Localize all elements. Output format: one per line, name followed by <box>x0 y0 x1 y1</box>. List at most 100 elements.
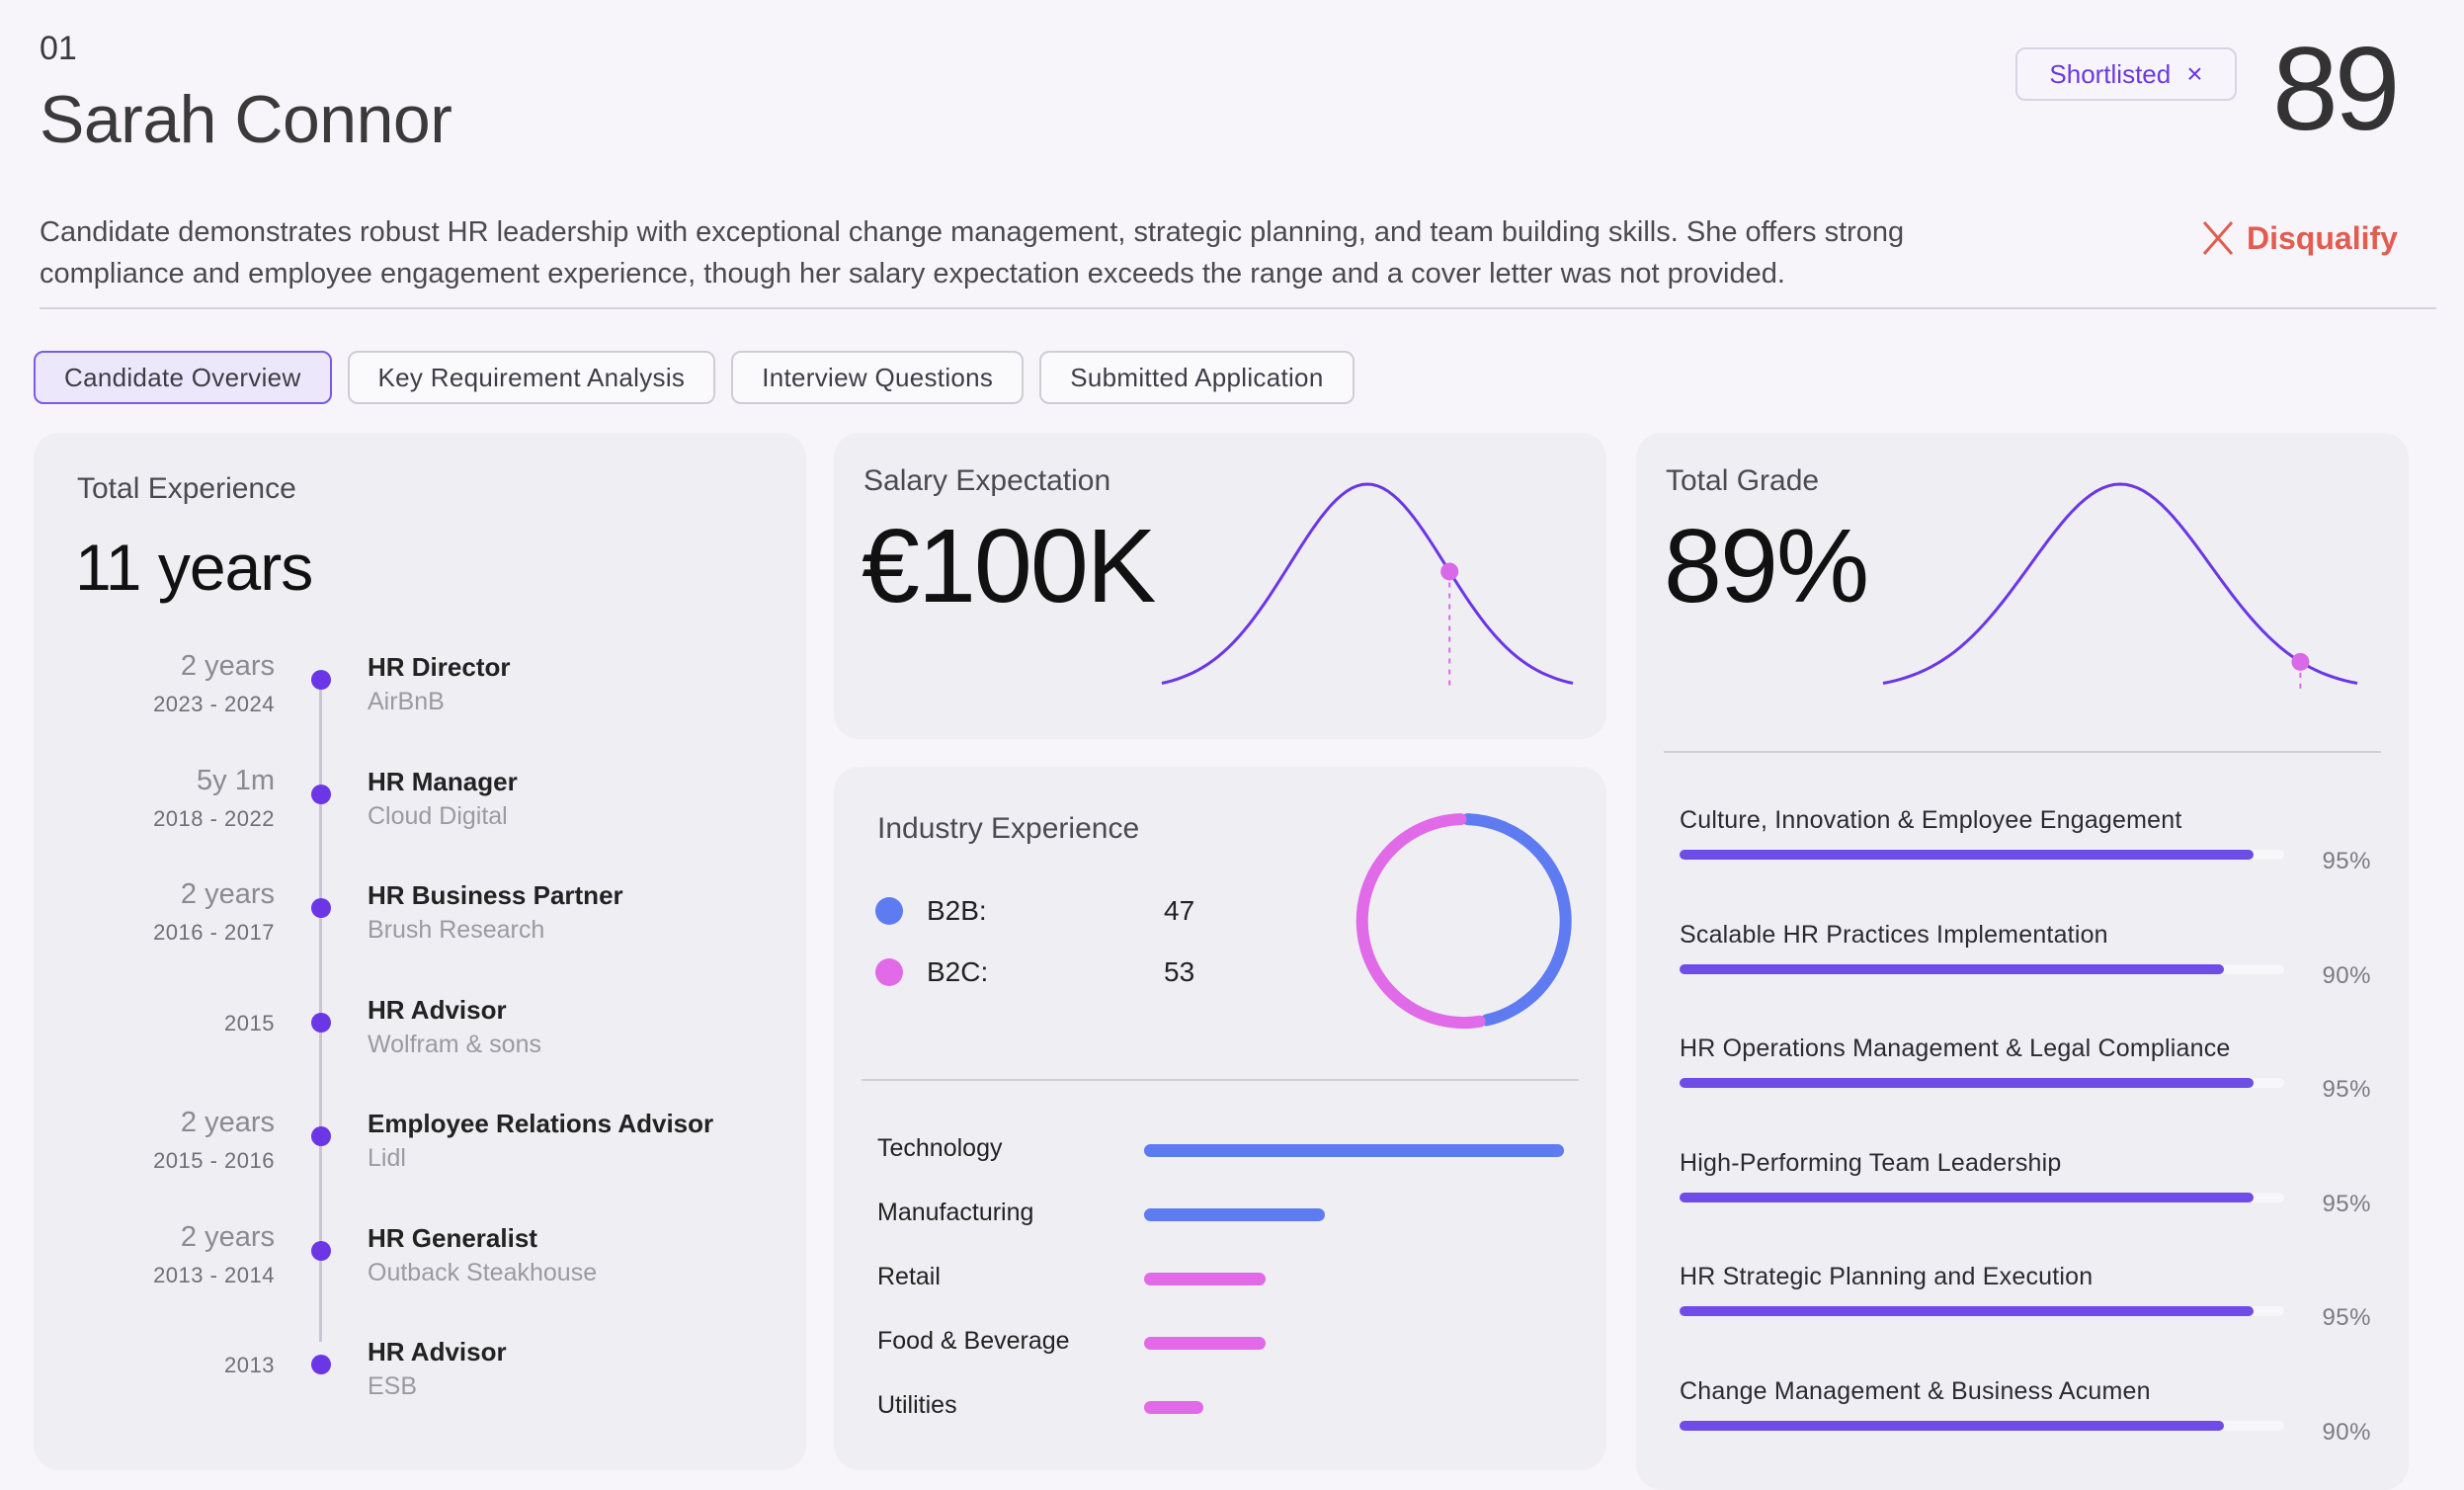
distribution-curve-line <box>1882 482 2358 685</box>
industry-title: Industry Experience <box>877 812 1140 845</box>
industry-bar-row: Manufacturing <box>877 1195 1569 1234</box>
timeline-item: 2 years 2013 - 2014 HR Generalist Outback S… <box>34 1221 806 1300</box>
candidate-summary: Candidate demonstrates robust HR leaders… <box>40 216 1905 290</box>
grade-criterion: High-Performing Team Leadership 95% <box>1680 1149 2371 1228</box>
timeline-years: 2013 - 2014 <box>153 1262 275 1287</box>
grade-card: Total Grade 89% Culture, Innovation & Em… <box>1636 433 2409 1490</box>
criterion-fill <box>1680 963 2224 974</box>
legend-b2c: B2C: 53 <box>875 956 1194 988</box>
industry-card: Industry Experience B2B: 47 B2C: 53 Tech… <box>834 767 1606 1470</box>
grade-criterion: HR Operations Management & Legal Complia… <box>1680 1035 2371 1114</box>
timeline-duration: 2 years <box>180 1107 275 1138</box>
industry-bar-label: Retail <box>877 1263 941 1290</box>
criterion-label: Scalable HR Practices Implementation <box>1680 920 2108 949</box>
tab-interview-questions[interactable]: Interview Questions <box>731 351 1025 404</box>
industry-donut-chart <box>1355 813 1572 1030</box>
industry-bar-row: Retail <box>877 1259 1569 1298</box>
industry-bar-fill <box>1144 1208 1325 1221</box>
timeline-company: Outback Steakhouse <box>368 1258 598 1286</box>
criterion-fill <box>1680 1420 2224 1431</box>
criterion-percent: 95% <box>2322 848 2371 874</box>
donut-segment-b2b <box>1461 813 1572 1027</box>
remove-status-icon[interactable]: × <box>2186 58 2203 89</box>
timeline-company: Cloud Digital <box>368 801 508 830</box>
tab-candidate-overview[interactable]: Candidate Overview <box>34 351 332 404</box>
tab-submitted-application[interactable]: Submitted Application <box>1039 351 1355 404</box>
industry-bar-fill <box>1144 1144 1564 1157</box>
timeline-role: HR Manager <box>368 766 518 796</box>
marker-dot <box>1440 562 1459 581</box>
industry-bar-label: Technology <box>877 1134 1003 1162</box>
timeline-company: Wolfram & sons <box>368 1030 541 1058</box>
candidate-number: 01 <box>40 30 77 67</box>
b2b-label: B2B: <box>927 895 987 926</box>
salary-card: Salary Expectation €100K <box>834 433 1606 739</box>
timeline-item: 2 years 2023 - 2024 HR Director AirBnB <box>34 650 806 729</box>
criterion-fill <box>1680 1306 2254 1316</box>
timeline-dot <box>311 1126 331 1146</box>
grade-title: Total Grade <box>1666 464 1820 497</box>
industry-bar-row: Utilities <box>877 1387 1569 1427</box>
criterion-label: Culture, Innovation & Employee Engagemen… <box>1680 806 2182 834</box>
distribution-curve-line <box>1161 482 1574 685</box>
timeline-company: AirBnB <box>368 688 445 715</box>
tab-key-requirement-analysis[interactable]: Key Requirement Analysis <box>347 351 716 404</box>
industry-bar-label: Food & Beverage <box>877 1327 1070 1355</box>
status-label: Shortlisted <box>2049 58 2172 89</box>
criterion-track <box>1680 1306 2284 1316</box>
criterion-track <box>1680 963 2284 974</box>
criterion-track <box>1680 1420 2284 1431</box>
header-divider <box>40 307 2436 309</box>
timeline-item: 2 years 2016 - 2017 HR Business Partner Bru… <box>34 878 806 957</box>
candidate-score: 89 <box>2272 23 2400 155</box>
timeline-duration: 2 years <box>180 878 275 910</box>
criterion-label: Change Management & Business Acumen <box>1680 1376 2151 1405</box>
grade-criterion: HR Strategic Planning and Execution 95% <box>1680 1263 2371 1342</box>
industry-bar-label: Manufacturing <box>877 1199 1034 1226</box>
industry-bar-fill <box>1144 1273 1266 1285</box>
tab-bar: Candidate Overview Key Requirement Analy… <box>34 351 1355 404</box>
industry-bar-label: Utilities <box>877 1391 957 1419</box>
experience-card: Total Experience 11 years 2 years 2023 - … <box>34 433 806 1470</box>
criterion-label: HR Strategic Planning and Execution <box>1680 1263 2094 1290</box>
grade-distribution-curve <box>1882 482 2358 690</box>
timeline-years: 2013 <box>224 1353 275 1377</box>
timeline-company: Lidl <box>368 1144 406 1172</box>
timeline-dot <box>311 1355 331 1374</box>
disqualify-button[interactable]: Disqualify <box>2201 219 2398 257</box>
legend-b2b: B2B: 47 <box>875 895 1194 927</box>
criterion-track <box>1680 1192 2284 1202</box>
marker-dot <box>2291 652 2310 671</box>
criterion-label: High-Performing Team Leadership <box>1680 1148 2062 1177</box>
criterion-percent: 90% <box>2322 1418 2371 1446</box>
grade-divider <box>1664 751 2381 753</box>
grade-criterion: Culture, Innovation & Employee Engagemen… <box>1680 806 2371 885</box>
industry-bar-row: Technology <box>877 1130 1569 1170</box>
status-badge[interactable]: Shortlisted × <box>2015 47 2237 101</box>
industry-divider <box>862 1079 1579 1081</box>
timeline-duration: 5y 1m <box>197 764 275 796</box>
timeline-role: HR Advisor <box>368 994 507 1025</box>
criterion-label: HR Operations Management & Legal Complia… <box>1680 1035 2231 1062</box>
industry-bar-row: Food & Beverage <box>877 1323 1569 1363</box>
timeline-role: HR Business Partner <box>368 880 623 910</box>
grade-criterion: Change Management & Business Acumen 90% <box>1680 1377 2371 1456</box>
donut-segment-b2c <box>1355 813 1486 1030</box>
timeline-role: HR Generalist <box>368 1222 537 1253</box>
salary-distribution-curve <box>1161 482 1574 690</box>
salary-title: Salary Expectation <box>863 464 1111 497</box>
criterion-percent: 95% <box>2322 1076 2371 1103</box>
timeline-item: 2015 HR Advisor Wolfram & sons <box>34 993 806 1072</box>
timeline-duration: 2 years <box>180 1220 275 1253</box>
timeline-item: 2013 HR Advisor ESB <box>34 1335 806 1414</box>
timeline-dot <box>311 1240 331 1261</box>
industry-bar-fill <box>1144 1401 1203 1414</box>
timeline-role: Employee Relations Advisor <box>368 1109 714 1138</box>
timeline-years: 2015 <box>224 1010 275 1035</box>
timeline-years: 2023 - 2024 <box>153 692 275 716</box>
b2b-value: 47 <box>1164 895 1195 926</box>
criterion-fill <box>1680 850 2254 860</box>
experience-total: 11 years <box>75 531 313 604</box>
timeline-item: 2 years 2015 - 2016 Employee Relations Adv… <box>34 1107 806 1186</box>
experience-title: Total Experience <box>77 472 296 505</box>
